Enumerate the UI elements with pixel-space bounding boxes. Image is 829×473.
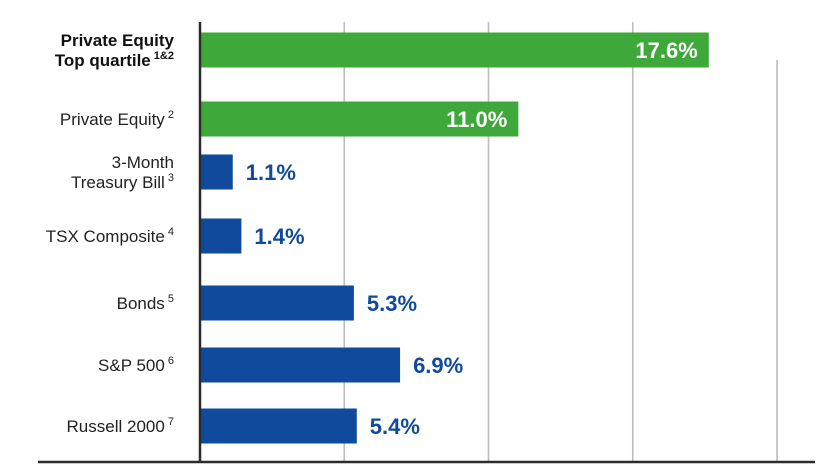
- data-label: 11.0%: [446, 107, 507, 132]
- category-label: TSX Composite 4: [46, 226, 174, 246]
- category-label: 3-Month: [112, 153, 174, 172]
- bar: [201, 218, 242, 254]
- category-label: S&P 500 6: [98, 355, 174, 375]
- category-label: Bonds 5: [117, 293, 174, 313]
- axes: [38, 22, 815, 464]
- value-labels: 17.6% 11.0% 1.1% 1.4% 5.3% 6.9% 5.4%: [246, 38, 698, 439]
- category-label: Top quartile 1&2: [55, 50, 174, 70]
- gridlines: [343, 22, 778, 462]
- bar: [201, 347, 401, 383]
- data-label: 17.6%: [635, 38, 697, 63]
- data-label: 5.4%: [370, 414, 420, 439]
- data-label: 5.3%: [367, 291, 417, 316]
- data-label: 6.9%: [413, 353, 463, 378]
- data-label: 1.4%: [254, 224, 304, 249]
- bars: [201, 32, 709, 444]
- category-label: Treasury Bill 3: [71, 172, 174, 192]
- bar: [201, 408, 357, 444]
- category-label: Private Equity: [61, 31, 175, 50]
- category-label: Private Equity 2: [60, 109, 174, 129]
- category-label: Russell 2000 7: [67, 416, 174, 436]
- bar: [201, 101, 519, 137]
- bar: [201, 32, 709, 68]
- data-label: 1.1%: [246, 160, 296, 185]
- bar: [201, 154, 233, 190]
- bar: [201, 285, 354, 321]
